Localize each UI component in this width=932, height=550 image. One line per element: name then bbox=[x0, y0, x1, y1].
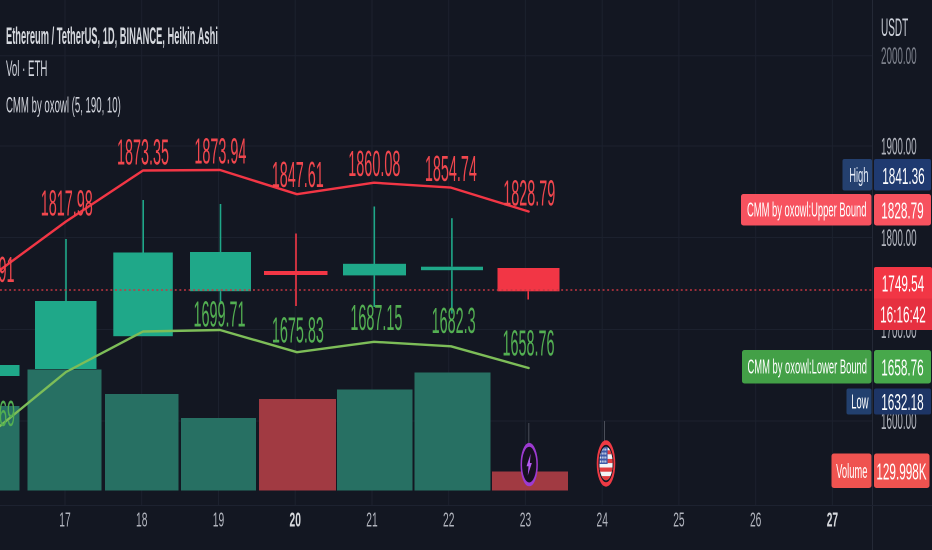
svg-text:Low: Low bbox=[851, 392, 869, 414]
svg-text:22: 22 bbox=[443, 509, 454, 532]
svg-text:1675.83: 1675.83 bbox=[272, 310, 324, 351]
svg-text:27: 27 bbox=[827, 509, 838, 532]
svg-text:Volume: Volume bbox=[836, 461, 867, 483]
svg-text:1841.36: 1841.36 bbox=[882, 162, 924, 189]
svg-text:23: 23 bbox=[520, 509, 531, 532]
svg-text:21: 21 bbox=[366, 509, 377, 532]
svg-text:Vol · ETH: Vol · ETH bbox=[6, 57, 47, 82]
svg-text:CMM by oxowl:Lower Bound: CMM by oxowl:Lower Bound bbox=[747, 357, 867, 379]
svg-text:High: High bbox=[849, 166, 868, 188]
svg-text:20: 20 bbox=[290, 509, 301, 532]
svg-text:69: 69 bbox=[0, 393, 15, 434]
svg-text:1682.3: 1682.3 bbox=[432, 300, 476, 341]
svg-text:1632.18: 1632.18 bbox=[881, 388, 923, 415]
svg-text:Ethereum / TetherUS, 1D, BINAN: Ethereum / TetherUS, 1D, BINANCE, Heikin… bbox=[6, 23, 218, 49]
svg-text:24: 24 bbox=[597, 509, 608, 532]
svg-text:1854.74: 1854.74 bbox=[425, 148, 477, 189]
svg-text:1658.76: 1658.76 bbox=[881, 354, 923, 381]
svg-text:1687.15: 1687.15 bbox=[350, 297, 402, 338]
svg-text:1873.94: 1873.94 bbox=[194, 131, 246, 172]
svg-text:1860.08: 1860.08 bbox=[348, 143, 400, 184]
svg-text:17: 17 bbox=[59, 509, 70, 532]
svg-text:26: 26 bbox=[750, 509, 761, 532]
svg-text:18: 18 bbox=[136, 509, 147, 532]
svg-text:25: 25 bbox=[673, 509, 684, 532]
svg-text:1800.00: 1800.00 bbox=[881, 224, 917, 251]
svg-text:19: 19 bbox=[213, 509, 224, 532]
svg-text:CMM by oxowl (5, 190, 10): CMM by oxowl (5, 190, 10) bbox=[6, 93, 121, 118]
svg-text:1873.35: 1873.35 bbox=[117, 131, 169, 172]
svg-text:91: 91 bbox=[0, 249, 14, 290]
svg-text:1828.79: 1828.79 bbox=[503, 173, 555, 214]
svg-text:2000.00: 2000.00 bbox=[881, 42, 917, 69]
svg-text:1828.79: 1828.79 bbox=[881, 197, 923, 224]
svg-text:1847.61: 1847.61 bbox=[272, 154, 324, 195]
svg-text:1817.98: 1817.98 bbox=[41, 183, 93, 224]
svg-text:1900.00: 1900.00 bbox=[881, 132, 917, 159]
svg-text:CMM by oxowl:Upper Bound: CMM by oxowl:Upper Bound bbox=[747, 200, 867, 222]
svg-text:1658.76: 1658.76 bbox=[502, 323, 554, 364]
svg-text:16:16:42: 16:16:42 bbox=[880, 301, 926, 328]
svg-text:USDT: USDT bbox=[881, 15, 908, 43]
svg-text:1749.54: 1749.54 bbox=[882, 270, 924, 297]
svg-text:129.998K: 129.998K bbox=[876, 458, 927, 485]
svg-text:1699.71: 1699.71 bbox=[194, 294, 246, 335]
